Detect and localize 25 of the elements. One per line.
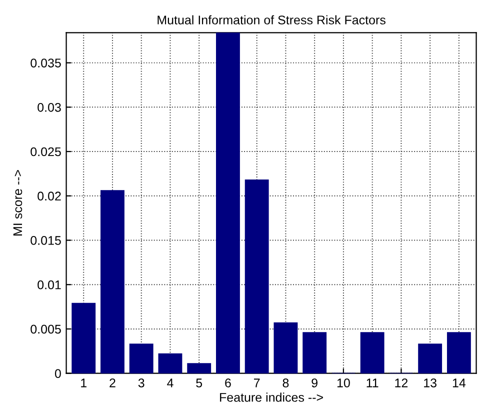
- y-tick-label: 0.015: [30, 236, 61, 245]
- x-tick-label: 7: [254, 378, 260, 388]
- x-tick-label: 12: [395, 378, 408, 388]
- x-tick-label: 4: [167, 378, 174, 388]
- y-tick-label: 0.035: [30, 58, 61, 68]
- x-tick-label: 5: [196, 378, 202, 388]
- x-tick-label: 3: [138, 378, 144, 388]
- x-tick-label: 9: [312, 378, 318, 388]
- y-axis-title: MI score -->: [13, 170, 22, 236]
- y-tick-label: 0.025: [30, 147, 61, 156]
- x-tick-label: 6: [225, 378, 231, 388]
- x-tick-label: 1: [81, 378, 86, 388]
- y-tick-label: 0.03: [38, 102, 61, 112]
- x-axis-title: Feature indices -->: [220, 392, 323, 402]
- x-tick-label: 2: [110, 378, 116, 388]
- y-tick-label: 0.02: [38, 192, 61, 201]
- x-tick-label: 14: [452, 378, 466, 388]
- x-tick-label: 13: [424, 378, 436, 388]
- x-tick-label: 11: [366, 378, 378, 388]
- x-tick-label: 8: [282, 378, 289, 388]
- y-tick-label: 0: [54, 369, 61, 378]
- chart-title: Mutual Information of Stress Risk Factors: [158, 15, 386, 24]
- y-tick-label: 0.01: [38, 280, 61, 290]
- y-tick-label: 0.005: [30, 324, 61, 334]
- x-tick-label: 10: [337, 378, 350, 388]
